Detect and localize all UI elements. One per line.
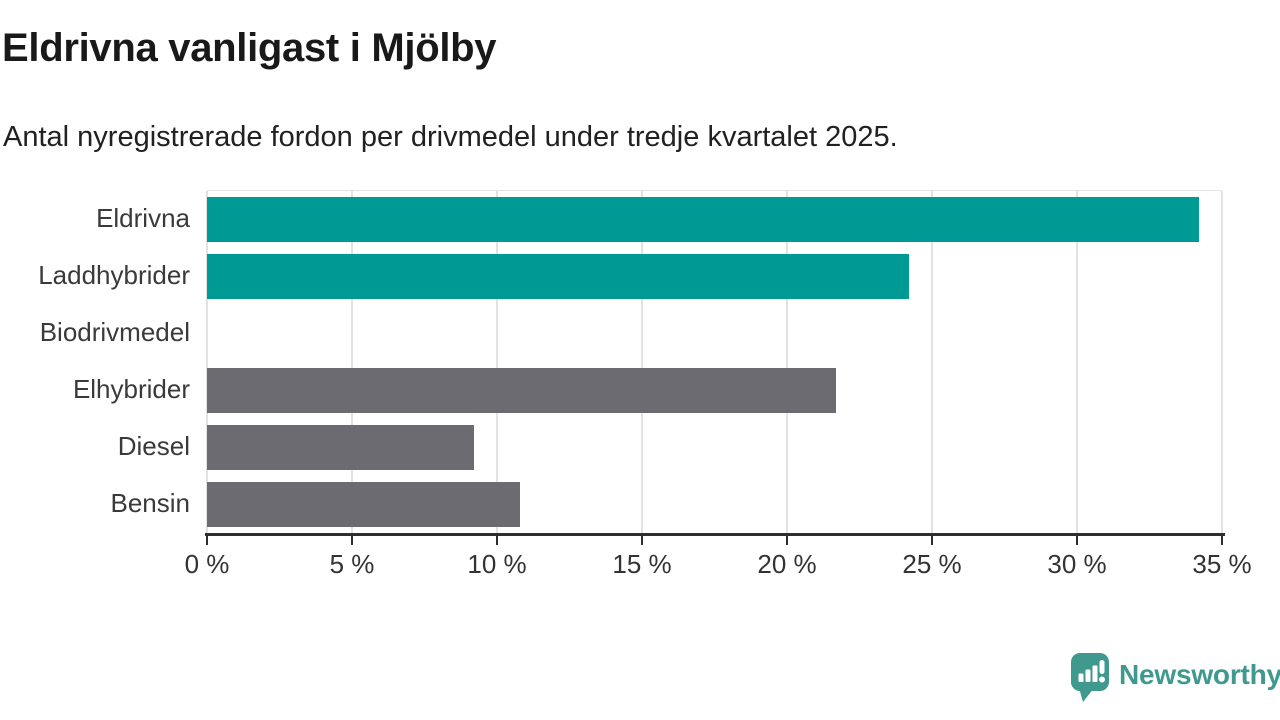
logo-barchart-glyph — [1078, 660, 1105, 683]
category-label-biodrivmedel: Biodrivmedel — [39, 317, 190, 347]
x-tick-label-15pct: 15 % — [612, 549, 672, 579]
gridline-20pct — [786, 191, 788, 533]
category-label-eldrivna: Eldrivna — [96, 203, 190, 233]
bar-diesel — [207, 425, 474, 470]
gridline-15pct — [641, 191, 643, 533]
x-tick-35pct — [1221, 536, 1223, 545]
plot-area — [206, 190, 1223, 533]
x-tick-label-5pct: 5 % — [329, 549, 375, 579]
gridline-0pct — [206, 191, 208, 533]
chart-subtitle: Antal nyregistrerade fordon per drivmede… — [3, 121, 898, 153]
bar-eldrivna — [207, 197, 1199, 242]
bar-elhybrider — [207, 368, 837, 413]
x-tick-0pct — [206, 536, 208, 545]
gridline-35pct — [1221, 191, 1223, 533]
category-label-bensin: Bensin — [110, 488, 191, 518]
gridline-25pct — [931, 191, 933, 533]
x-tick-5pct — [351, 536, 353, 545]
x-tick-label-30pct: 30 % — [1047, 549, 1107, 579]
x-tick-25pct — [931, 536, 933, 545]
category-label-laddhybrider: Laddhybrider — [38, 260, 190, 290]
x-tick-15pct — [641, 536, 643, 545]
bar-bensin — [207, 482, 521, 527]
x-tick-label-20pct: 20 % — [757, 549, 817, 579]
x-axis-line — [205, 533, 1225, 536]
gridline-10pct — [496, 191, 498, 533]
category-label-elhybrider: Elhybrider — [72, 374, 190, 404]
x-tick-20pct — [786, 536, 788, 545]
category-label-diesel: Diesel — [117, 431, 190, 461]
gridline-5pct — [351, 191, 353, 533]
gridline-30pct — [1076, 191, 1078, 533]
bar-laddhybrider — [207, 254, 909, 299]
chart-title: Eldrivna vanligast i Mjölby — [2, 26, 497, 70]
x-tick-label-10pct: 10 % — [467, 549, 527, 579]
x-tick-label-25pct: 25 % — [902, 549, 962, 579]
x-tick-10pct — [496, 536, 498, 545]
x-tick-label-35pct: 35 % — [1192, 549, 1252, 579]
x-tick-30pct — [1076, 536, 1078, 545]
x-tick-label-0pct: 0 % — [184, 549, 230, 579]
newsworthy-logo-text: Newsworthy — [1119, 659, 1280, 690]
newsworthy-logo-icon — [1071, 653, 1109, 702]
